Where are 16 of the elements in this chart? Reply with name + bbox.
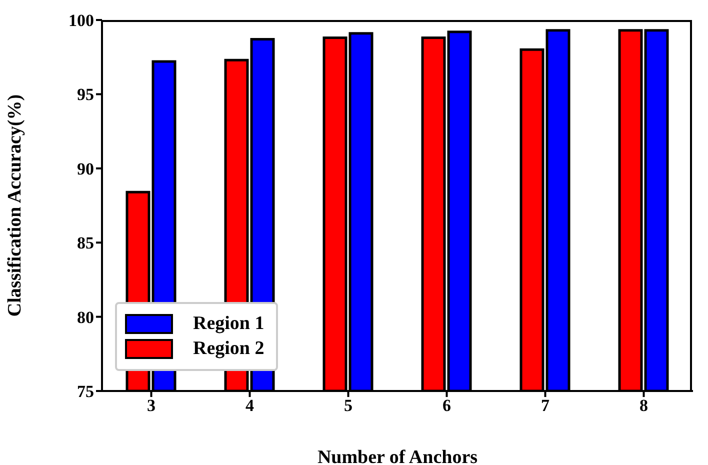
x-axis-title: Number of Anchors	[317, 447, 478, 465]
y-tick-label: 75	[77, 382, 94, 402]
x-tick-label: 3	[147, 396, 156, 416]
x-tick-label: 5	[344, 396, 352, 416]
x-tick-label: 8	[640, 396, 648, 416]
y-tick-label: 100	[68, 11, 94, 30]
legend-label: Region 1	[193, 313, 264, 335]
x-tick-label: 4	[246, 396, 254, 416]
legend-label: Region 2	[193, 338, 264, 360]
y-tick-label: 90	[77, 159, 94, 178]
y-tick-label: 80	[77, 308, 94, 327]
y-axis-title: Classification Accuracy(%)	[4, 94, 26, 317]
y-tick-label: 85	[77, 234, 94, 253]
x-tick-label: 6	[442, 396, 451, 416]
x-tick-label: 7	[541, 396, 550, 416]
y-tick-label: 95	[77, 85, 94, 104]
